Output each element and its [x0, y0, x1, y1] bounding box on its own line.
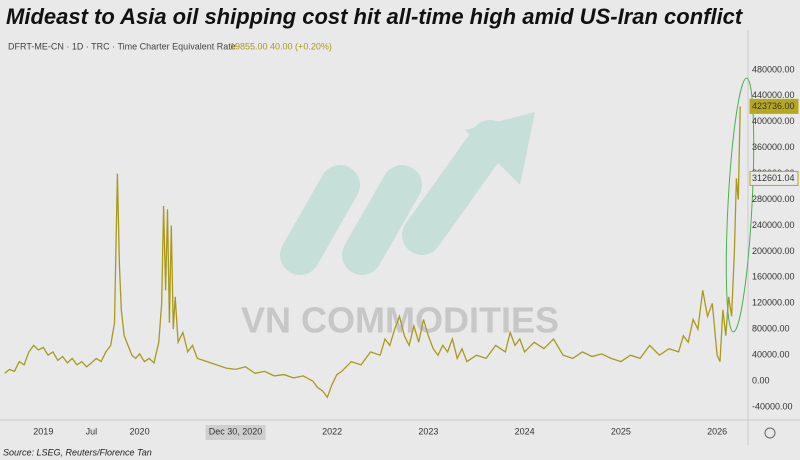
subtitle: DFRT-ME-CN · 1D · TRC · Time Charter Equ…	[8, 41, 236, 51]
y-tick-label: 440000.00	[752, 90, 795, 100]
price-label: 312601.04	[752, 173, 795, 183]
watermark-logo	[280, 112, 535, 275]
x-tick-label: 2019	[33, 426, 53, 436]
x-tick-label: 2020	[130, 426, 150, 436]
y-tick-label: 40000.00	[752, 350, 790, 360]
x-tick-label: 2025	[611, 426, 631, 436]
highlight-ellipse	[725, 77, 755, 333]
x-tick-label: 2022	[322, 426, 342, 436]
y-tick-label: 120000.00	[752, 298, 795, 308]
x-tick-label: 2026	[707, 426, 727, 436]
x-tick-label: 2023	[418, 426, 438, 436]
series-line	[4, 106, 741, 399]
y-tick-label: 480000.00	[752, 64, 795, 74]
source: Source: LSEG, Reuters/Florence Tan	[3, 447, 152, 457]
y-tick-label: 240000.00	[752, 220, 795, 230]
price-label: 423736.00	[752, 101, 795, 111]
x-tick-label: Jul	[86, 426, 98, 436]
x-tick-label: Dec 30, 2020	[209, 426, 263, 436]
crosshair-label-bg	[205, 425, 266, 440]
price-label-box	[749, 98, 799, 114]
y-tick-label: 200000.00	[752, 246, 795, 256]
y-tick-label: 160000.00	[752, 272, 795, 282]
quote: 19855.00 40.00 (+0.20%)	[230, 41, 332, 51]
y-tick-label: 280000.00	[752, 194, 795, 204]
y-tick-label: 360000.00	[752, 142, 795, 152]
price-label-box	[749, 170, 799, 186]
y-tick-label: 80000.00	[752, 324, 790, 334]
chart-title: Mideast to Asia oil shipping cost hit al…	[6, 4, 744, 29]
y-tick-label: 400000.00	[752, 116, 795, 126]
x-tick-label: 2024	[515, 426, 535, 436]
y-tick-label: -40000.00	[752, 401, 793, 411]
settings-icon[interactable]	[764, 427, 776, 439]
y-tick-label: 0.00	[752, 375, 770, 385]
